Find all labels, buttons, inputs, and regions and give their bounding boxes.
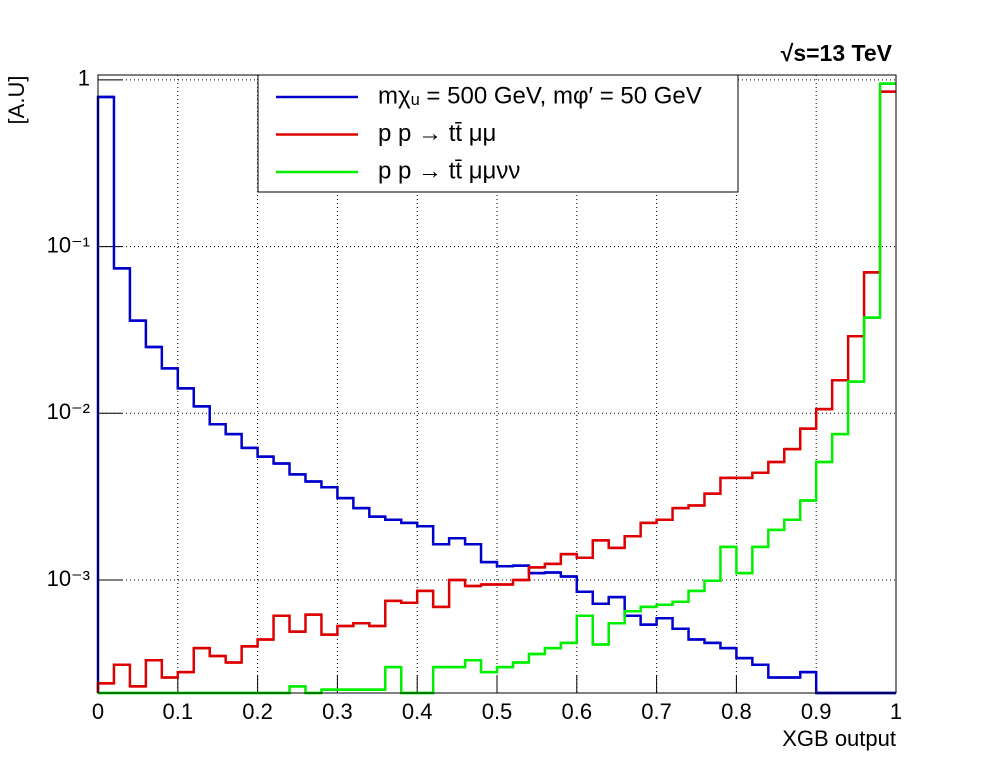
histogram-outline	[96, 95, 896, 695]
legend-label: mχᵤ = 500 GeV, mφ′ = 50 GeV	[378, 82, 702, 109]
x-tick-label: 0.6	[562, 699, 593, 724]
x-tick-label: 0.4	[402, 699, 433, 724]
chart-title: √s=13 TeV	[781, 40, 893, 66]
histogram-outline	[96, 90, 896, 693]
y-tick-label: 10⁻²	[47, 399, 90, 424]
x-tick-label: 0.1	[163, 699, 194, 724]
x-tick-label: 0.2	[242, 699, 273, 724]
x-tick-label: 0.5	[482, 699, 513, 724]
x-tick-label: 0	[92, 699, 104, 724]
legend-label: p p → tt̄ μμνν	[378, 157, 520, 184]
y-tick-label: 10⁻³	[47, 566, 90, 591]
x-axis-label: XGB output	[782, 726, 896, 751]
histogram-outline	[98, 82, 896, 695]
x-tick-label: 0.3	[322, 699, 353, 724]
x-tick-label: 1	[890, 699, 902, 724]
y-axis-label: [A.U]	[4, 76, 29, 125]
y-tick-label: 1	[78, 66, 90, 91]
x-tick-label: 0.7	[641, 699, 672, 724]
legend-label: p p → tt̄ μμ	[378, 120, 496, 147]
x-tick-label: 0.8	[721, 699, 752, 724]
x-tick-label: 0.9	[801, 699, 832, 724]
y-tick-label: 10⁻¹	[47, 232, 90, 257]
